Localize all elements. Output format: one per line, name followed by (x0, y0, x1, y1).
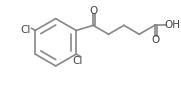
Text: Cl: Cl (21, 25, 31, 35)
Text: O: O (90, 6, 98, 16)
Text: OH: OH (165, 20, 181, 30)
Text: O: O (151, 35, 160, 45)
Text: Cl: Cl (72, 56, 82, 66)
